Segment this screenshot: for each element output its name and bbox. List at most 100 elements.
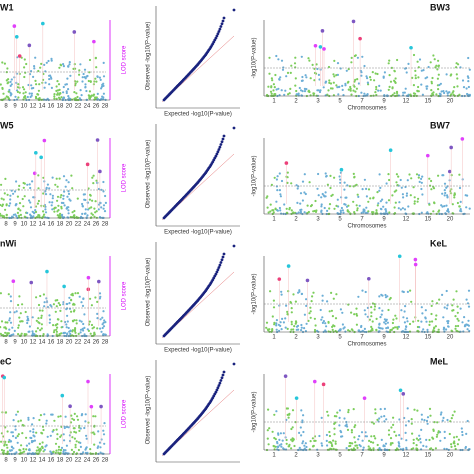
snp-dot [19, 419, 22, 422]
snp-dot [414, 77, 417, 80]
snp-dot [18, 295, 21, 298]
snp-dot [349, 89, 352, 92]
x-tick-label: 3 [316, 335, 320, 341]
snp-dot [347, 88, 350, 91]
snp-dot [294, 300, 297, 303]
snp-dot [82, 322, 85, 326]
snp-dot [369, 447, 372, 450]
snp-dot [25, 436, 28, 439]
snp-dot [62, 201, 65, 205]
snp-dot [363, 64, 366, 68]
snp-dot [378, 322, 381, 325]
snp-dot [371, 71, 374, 74]
snp-dot [66, 314, 69, 317]
snp-dot [62, 303, 65, 306]
snp-dot [327, 414, 330, 417]
snp-dot [406, 179, 409, 182]
snp-dot [290, 438, 293, 441]
snp-dot [353, 212, 356, 215]
snp-dot [436, 68, 439, 71]
snp-dot [356, 56, 359, 59]
snp-dot [355, 183, 358, 186]
qq-dot [222, 252, 226, 256]
snp-dot [388, 178, 391, 182]
snp-dot [443, 205, 446, 208]
snp-dot [363, 327, 366, 330]
snp-dot [96, 97, 99, 101]
snp-dot [432, 210, 435, 213]
snp-dot [443, 306, 446, 309]
snp-dot [66, 77, 69, 80]
observed-label: Observed -log10(P-value) [146, 22, 152, 91]
snp-dot [302, 430, 305, 434]
snp-dot [72, 310, 76, 313]
snp-dot [375, 317, 378, 320]
snp-dot [446, 304, 449, 307]
snp-dot [21, 320, 24, 323]
snp-dot [94, 200, 97, 203]
snp-dot [58, 93, 61, 96]
snp-dot [349, 85, 352, 89]
snp-dot [28, 199, 31, 202]
snp-dot [290, 64, 293, 67]
snp-dot [304, 330, 307, 333]
snp-dot [91, 213, 94, 216]
snp-dot [355, 444, 358, 447]
x-tick-label: 15 [425, 453, 432, 459]
x-tick-label: 15 [425, 335, 432, 341]
x-tick-label: 3 [316, 453, 320, 459]
snp-dot [73, 437, 76, 440]
qq-dot [218, 27, 222, 31]
snp-dot [87, 329, 90, 332]
snp-dot [365, 195, 368, 198]
snp-dot [352, 185, 355, 188]
snp-dot [445, 90, 448, 93]
snp-dot [399, 208, 402, 211]
snp-dot [314, 324, 317, 327]
x-tick-label: 10 [21, 222, 28, 228]
snp-dot [309, 310, 312, 313]
snp-dot [42, 192, 45, 195]
snp-dot [52, 331, 56, 334]
snp-dot [86, 74, 89, 78]
snp-dot [384, 442, 388, 445]
snp-dot [375, 211, 378, 214]
snp-dot [279, 76, 282, 79]
snp-dot [78, 73, 81, 76]
snp-dot [18, 91, 21, 94]
snp-dot [27, 416, 30, 419]
snp-dot [267, 443, 270, 446]
peak-dot [447, 169, 452, 174]
snp-dot [66, 320, 69, 323]
snp-dot [303, 444, 306, 447]
snp-dot [299, 208, 302, 212]
snp-dot [39, 447, 42, 450]
snp-dot [466, 328, 469, 331]
snp-dot [300, 409, 303, 412]
snp-dot [266, 437, 269, 440]
snp-dot [403, 416, 406, 420]
snp-dot [404, 424, 408, 427]
peak-dot [89, 404, 94, 409]
snp-dot [57, 204, 60, 207]
snp-dot [333, 433, 336, 436]
snp-dot [454, 325, 457, 328]
snp-dot [3, 62, 6, 65]
snp-dot [431, 436, 434, 439]
qq-dot [217, 384, 221, 387]
snp-dot [456, 85, 459, 88]
snp-dot [357, 195, 360, 198]
snp-dot [446, 418, 449, 422]
snp-dot [404, 87, 407, 90]
snp-dot [269, 290, 272, 293]
snp-dot [440, 90, 443, 93]
snp-dot [277, 432, 280, 435]
snp-dot [88, 58, 92, 62]
snp-dot [103, 210, 107, 213]
x-tick-label: 14 [39, 458, 46, 464]
snp-dot [360, 211, 363, 214]
snp-dot [89, 448, 92, 451]
snp-dot [80, 94, 83, 97]
snp-dot [336, 62, 340, 65]
snp-dot [72, 427, 75, 430]
